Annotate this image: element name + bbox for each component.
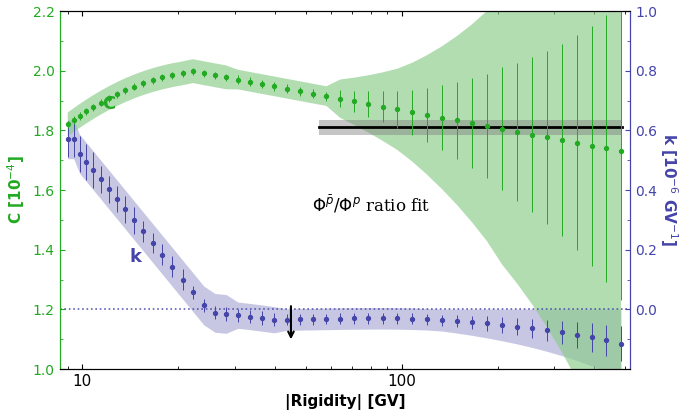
Text: $\Phi^{\bar{p}}/\Phi^{p}$ ratio fit: $\Phi^{\bar{p}}/\Phi^{p}$ ratio fit [312,194,430,215]
Y-axis label: C [10$^{-4}$]: C [10$^{-4}$] [5,156,27,224]
Y-axis label: k [10$^{-6}$ GV$^{-1}$]: k [10$^{-6}$ GV$^{-1}$] [658,133,680,247]
Text: C: C [101,96,115,114]
X-axis label: |Rigidity| [GV]: |Rigidity| [GV] [285,394,406,411]
Text: k: k [129,248,141,266]
